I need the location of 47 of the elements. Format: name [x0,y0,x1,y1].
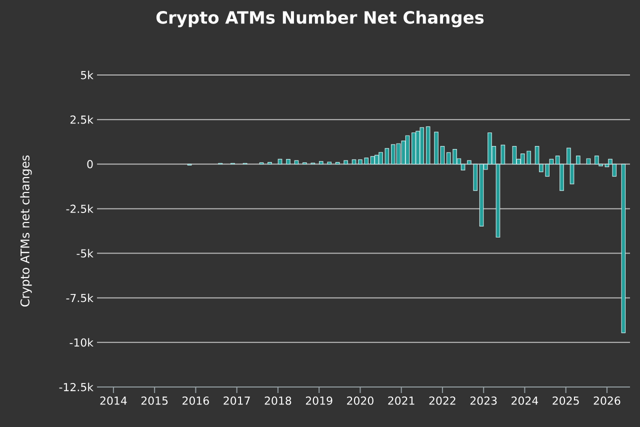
x-tick-label: 2016 [182,396,209,405]
bar [352,159,356,164]
bar [412,132,416,164]
x-tick-label: 2014 [100,396,127,405]
x-tick-label: 2025 [552,396,579,405]
bar [294,160,299,164]
bar [426,126,430,164]
bar [344,160,348,164]
bar [405,135,410,164]
bar [370,156,375,164]
x-tick-label: 2022 [429,396,456,405]
bar [621,164,626,334]
bar [479,164,484,226]
x-tick-label: 2021 [388,396,414,405]
x-tick-label: 2023 [470,396,497,405]
bar [420,127,424,164]
y-tick-label: -10k [70,338,94,347]
y-tick-label: 2.5k [70,115,94,124]
bar [594,156,599,164]
bar [512,146,517,164]
bar [576,156,580,164]
y-tick-label: -2.5k [66,204,94,213]
y-axis-title: Crypto ATMs net changes [20,155,32,306]
x-tick-label: 2019 [306,396,332,405]
y-tick-label: 5k [81,70,94,80]
chart-title: Crypto ATMs Number Net Changes [156,10,484,28]
bar [586,158,591,164]
x-tick-label: 2015 [141,396,168,405]
x-tick-label: 2024 [512,396,538,405]
x-tick-label: 2017 [224,396,250,405]
y-tick-label: 0 [87,160,93,168]
y-tick-label: -12.5k [59,382,94,392]
bar [440,146,445,164]
x-tick-label: 2020 [347,396,374,405]
bar [286,159,290,164]
bar [278,158,282,164]
bar [434,132,438,164]
bar [318,161,324,164]
y-tick-label: -5k [76,249,94,258]
bar [416,130,420,164]
bar [374,154,379,164]
y-tick-label: -7.5k [66,294,94,302]
x-tick-label: 2026 [594,396,620,405]
bar [384,148,390,164]
x-tick-label: 2018 [264,396,292,405]
bar [327,162,332,164]
bar [378,152,383,164]
